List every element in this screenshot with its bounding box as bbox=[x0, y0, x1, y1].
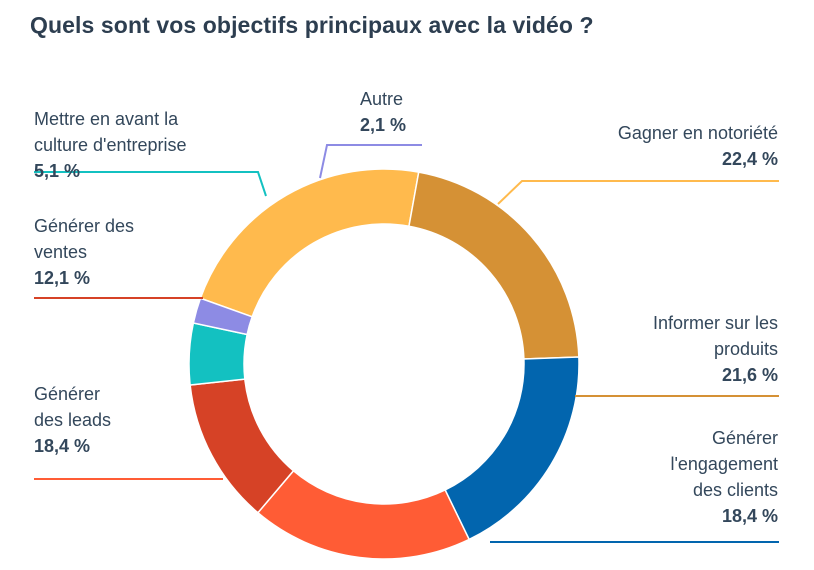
donut-slice-s1 bbox=[408, 171, 580, 360]
slice-label-text: Mettre en avant la bbox=[34, 109, 179, 129]
leader-line-s5 bbox=[34, 171, 267, 197]
slice-label-s6: Autre 2,1 % bbox=[360, 86, 406, 138]
slice-label-text: Autre bbox=[360, 89, 404, 109]
slice-label-text: Générer des bbox=[34, 216, 135, 236]
donut-slice-s0 bbox=[199, 168, 420, 318]
slice-value: 12,1 % bbox=[34, 268, 91, 288]
slice-value: 5,1 % bbox=[34, 161, 81, 181]
slice-label-s5: Mettre en avant la culture d'entreprise 5,… bbox=[34, 106, 187, 184]
slice-label-s0: Gagner en notoriété 22,4 % bbox=[618, 120, 778, 172]
slice-label-text: produits bbox=[713, 339, 778, 359]
slice-label-s3: Générer des leads 18,4 % bbox=[34, 381, 111, 459]
slice-label-text: des leads bbox=[34, 410, 112, 430]
slice-value: 2,1 % bbox=[360, 115, 407, 135]
slice-label-text: Informer sur les bbox=[652, 313, 778, 333]
slice-value: 21,6 % bbox=[721, 365, 778, 385]
slice-label-text: Générer bbox=[34, 384, 101, 404]
slice-label-text: des clients bbox=[692, 480, 778, 500]
donut-slice-s2 bbox=[444, 356, 580, 541]
leader-line-s6 bbox=[319, 144, 422, 179]
slice-label-text: Générer bbox=[711, 428, 778, 448]
donut-slice-s3 bbox=[256, 469, 471, 560]
slice-label-text: ventes bbox=[34, 242, 88, 262]
slice-value: 22,4 % bbox=[721, 149, 778, 169]
slice-label-s2: Générer l'engagement des clients 18,4 % bbox=[670, 425, 778, 529]
slice-label-text: culture d'entreprise bbox=[34, 135, 187, 155]
slice-label-text: l'engagement bbox=[670, 454, 778, 474]
slice-label-s4: Générer des ventes 12,1 % bbox=[34, 213, 134, 291]
slice-label-s1: Informer sur les produits 21,6 % bbox=[653, 310, 778, 388]
leader-line-s0 bbox=[497, 180, 779, 205]
chart-title: Quels sont vos objectifs principaux avec… bbox=[30, 12, 594, 38]
slice-value: 18,4 % bbox=[721, 506, 778, 526]
slice-label-text: Gagner en notoriété bbox=[617, 123, 778, 143]
donut-slice-s6 bbox=[192, 297, 254, 336]
slice-value: 18,4 % bbox=[34, 436, 91, 456]
